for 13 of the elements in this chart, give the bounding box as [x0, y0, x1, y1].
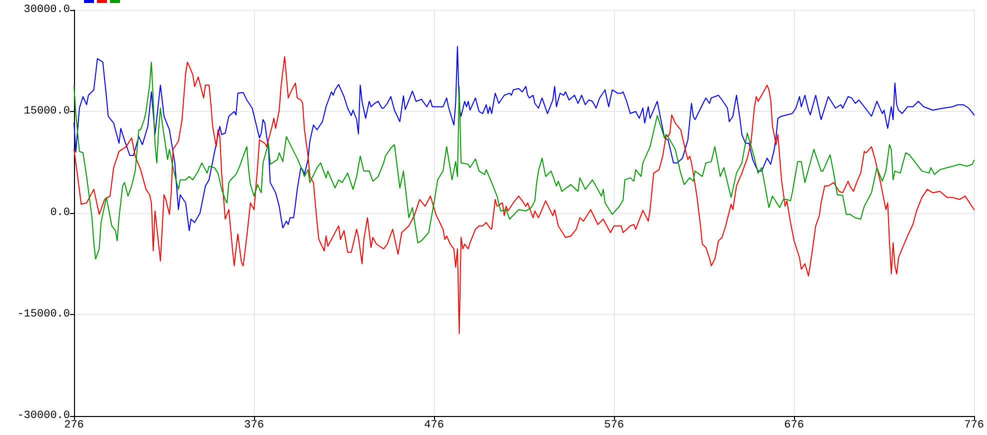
line-series [74, 62, 975, 260]
x-tick-label: 476 [424, 420, 444, 432]
x-tick-label: 676 [784, 420, 804, 432]
y-tick-label: -15000.0 [17, 308, 70, 320]
line-series [74, 46, 975, 232]
y-tick-label: 15000.0 [24, 106, 70, 118]
y-tick-label: 30000.0 [24, 4, 70, 16]
line-series [74, 56, 975, 334]
x-tick-label: 576 [604, 420, 624, 432]
x-tick-label: 376 [244, 420, 264, 432]
x-tick-label: 776 [964, 420, 984, 432]
y-tick-label: 0.0 [50, 207, 70, 219]
x-tick-label: 276 [64, 420, 84, 432]
